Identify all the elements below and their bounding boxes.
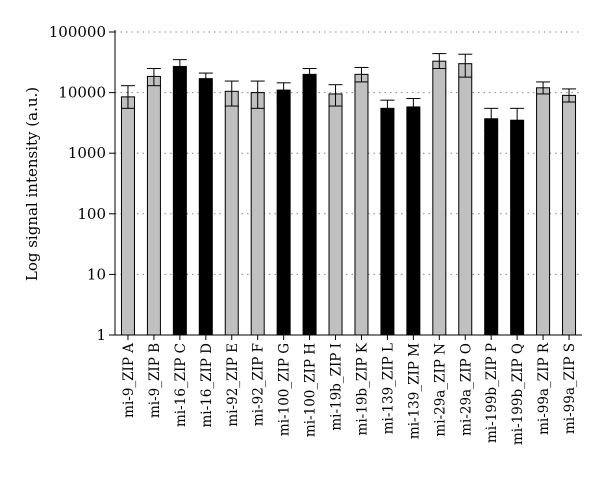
bar — [406, 106, 421, 336]
x-tick-label: mi-92_ZIP F — [251, 343, 267, 426]
x-tick-label: mi-29a_ZIP O — [458, 343, 474, 436]
x-tick-label: mi-9_ZIP A — [121, 343, 137, 418]
bar — [484, 118, 499, 336]
bar — [536, 87, 551, 336]
bars — [120, 60, 577, 336]
bar — [224, 90, 239, 336]
bar — [250, 92, 265, 336]
x-tick-label: mi-92_ZIP E — [225, 343, 241, 427]
y-tick-label: 10000 — [58, 84, 106, 102]
x-tick-label: mi-99a_ZIP R — [536, 342, 552, 435]
x-tick-label: mi-16_ZIP D — [199, 343, 215, 428]
x-tick-label: mi-19b_ZIP K — [354, 342, 370, 435]
x-tick-label: mi-199b_ZIP P — [484, 343, 500, 443]
bar — [198, 78, 213, 336]
error-bars — [120, 53, 577, 144]
x-tick-label: mi-29a_ZIP N — [432, 343, 448, 437]
axes — [109, 30, 582, 340]
y-axis-title: Log signal intensity (a.u.) — [23, 87, 41, 281]
bar — [120, 96, 135, 336]
x-tick-label: mi-100_ZIP G — [277, 343, 293, 436]
bar — [354, 73, 369, 336]
x-tick-labels: mi-9_ZIP A mi-9_ZIP B mi-16_ZIP C mi-16_ZIP… — [121, 342, 578, 445]
grid-lines — [115, 31, 582, 275]
bar — [172, 65, 187, 336]
bar — [146, 75, 161, 336]
x-tick-label: mi-100_ZIP H — [303, 343, 319, 437]
bar — [380, 107, 395, 336]
bar — [562, 94, 577, 336]
x-tick-label: mi-19b_ZIP I — [329, 343, 345, 431]
x-tick-label: mi-139_ZIP L — [380, 343, 396, 434]
bar — [302, 73, 317, 336]
x-tick-label: mi-99a_ZIP S — [562, 343, 578, 434]
bar — [328, 93, 343, 336]
bar — [276, 89, 291, 336]
x-tick-label: mi-9_ZIP B — [147, 343, 163, 418]
y-tick-label: 100000 — [49, 23, 106, 41]
bar — [458, 63, 473, 336]
y-tick-labels: 1 10 100 1000 10000 100000 — [49, 23, 106, 344]
bar — [510, 119, 525, 336]
y-tick-label: 100 — [77, 205, 106, 223]
y-tick-label: 10 — [87, 265, 106, 283]
y-tick-label: 1 — [96, 326, 106, 344]
x-tick-label: mi-199b_ZIP Q — [510, 343, 526, 445]
bar — [432, 60, 447, 336]
y-tick-label: 1000 — [68, 144, 106, 162]
x-tick-label: mi-16_ZIP C — [173, 343, 189, 427]
x-tick-label: mi-139_ZIP M — [406, 343, 422, 439]
